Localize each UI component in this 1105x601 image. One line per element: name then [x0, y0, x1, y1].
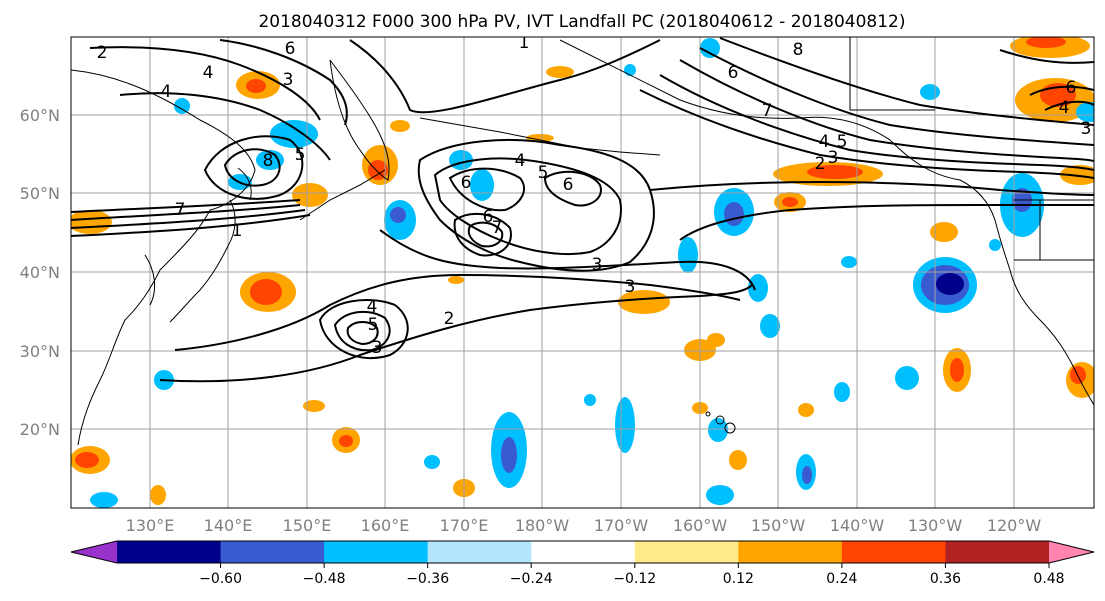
- lon-label: 170°E: [440, 516, 489, 535]
- contour-label: 6: [563, 175, 574, 195]
- contour-label: 3: [828, 148, 839, 168]
- lon-label: 160°E: [361, 516, 410, 535]
- contour-label: 4: [515, 151, 526, 171]
- contour-label: 3: [283, 70, 294, 90]
- lat-label: 20°N: [20, 420, 60, 439]
- contour-label: 3: [1081, 119, 1092, 139]
- colorbar-tick-label: −0.48: [303, 571, 346, 587]
- contour-label: 7: [762, 101, 773, 121]
- lon-label: 150°E: [283, 516, 332, 535]
- contour-label: 5: [538, 163, 549, 183]
- colorbar-outline: [70, 540, 1095, 564]
- contour-label: 1: [232, 221, 243, 241]
- lon-label: 120°W: [987, 516, 1042, 535]
- contour-label: 6: [728, 63, 739, 83]
- contour-label: 7: [175, 200, 186, 220]
- colorbar-extend-high: [1049, 541, 1094, 563]
- lon-label: 150°W: [751, 516, 806, 535]
- lat-label: 60°N: [20, 106, 60, 125]
- contour-label: 6: [285, 39, 296, 59]
- colorbar-segment: [634, 541, 739, 563]
- colorbar-tick-label: 0.12: [723, 571, 754, 587]
- contour-label: 1: [519, 33, 530, 53]
- pv-contours: [71, 37, 1094, 383]
- lon-label: 130°E: [126, 516, 175, 535]
- colorbar-segment: [220, 541, 325, 563]
- contour-label: 4: [367, 297, 378, 317]
- contour-label: 5: [368, 315, 379, 335]
- lon-label: 140°E: [204, 516, 253, 535]
- colorbar-tick-label: 0.36: [930, 571, 961, 587]
- longitude-labels: 130°E 140°E 150°E 160°E 170°E 180°W 170°…: [126, 516, 1042, 535]
- lat-label: 30°N: [20, 342, 60, 361]
- lat-label: 50°N: [20, 184, 60, 203]
- contour-label: 2: [444, 309, 455, 329]
- contour-label: 2: [97, 43, 108, 63]
- contour-label: 2: [815, 154, 826, 174]
- contour-label: 8: [793, 40, 804, 60]
- shading-negative: [90, 38, 1094, 508]
- figure-title: 2018040312 F000 300 hPa PV, IVT Landfall…: [258, 12, 905, 32]
- contour-label: 6: [483, 207, 494, 227]
- colorbar-segment: [841, 541, 946, 563]
- contour-label: 4: [161, 82, 172, 102]
- contour-label: 3: [625, 277, 636, 297]
- colorbar-tick-label: −0.60: [199, 571, 242, 587]
- contour-label: 6: [1066, 78, 1077, 98]
- colorbar-tick-label: −0.24: [510, 571, 553, 587]
- colorbar-tick-label: −0.12: [613, 571, 656, 587]
- colorbar-tick-label: 0.48: [1033, 571, 1064, 587]
- lon-label: 180°W: [515, 516, 570, 535]
- colorbar-tick-label: 0.24: [826, 571, 857, 587]
- colorbar: −0.60 −0.48 −0.36 −0.24 −0.12 0.12 0.24 0.36 0.4…: [70, 540, 1095, 587]
- colorbar-segment: [324, 541, 429, 563]
- lon-label: 140°W: [830, 516, 885, 535]
- colorbar-segment: [427, 541, 532, 563]
- lon-label: 170°W: [594, 516, 649, 535]
- colorbar-segment: [117, 541, 222, 563]
- contour-label: 7: [492, 218, 503, 238]
- latitude-labels: 60°N 50°N 40°N 30°N 20°N: [20, 106, 60, 439]
- colorbar-segment: [945, 541, 1050, 563]
- gridlines: [71, 37, 1094, 508]
- colorbar-segment: [738, 541, 843, 563]
- map-frame: [70, 36, 1095, 509]
- contour-label: 4: [1059, 98, 1070, 118]
- contour-label: 5: [295, 145, 306, 165]
- colorbar-extend-low: [71, 541, 117, 563]
- contour-label: 8: [263, 151, 274, 171]
- lon-label: 160°W: [673, 516, 728, 535]
- contour-label: 3: [592, 255, 603, 275]
- lon-label: 130°W: [908, 516, 963, 535]
- contour-label: 6: [461, 173, 472, 193]
- colorbar-segment: [531, 541, 636, 563]
- colorbar-tick-label: −0.36: [406, 571, 449, 587]
- contour-label: 4: [203, 63, 214, 83]
- contour-label: 4: [819, 132, 830, 152]
- contour-label: 3: [372, 338, 383, 358]
- contour-label: 5: [837, 132, 848, 152]
- lat-label: 40°N: [20, 263, 60, 282]
